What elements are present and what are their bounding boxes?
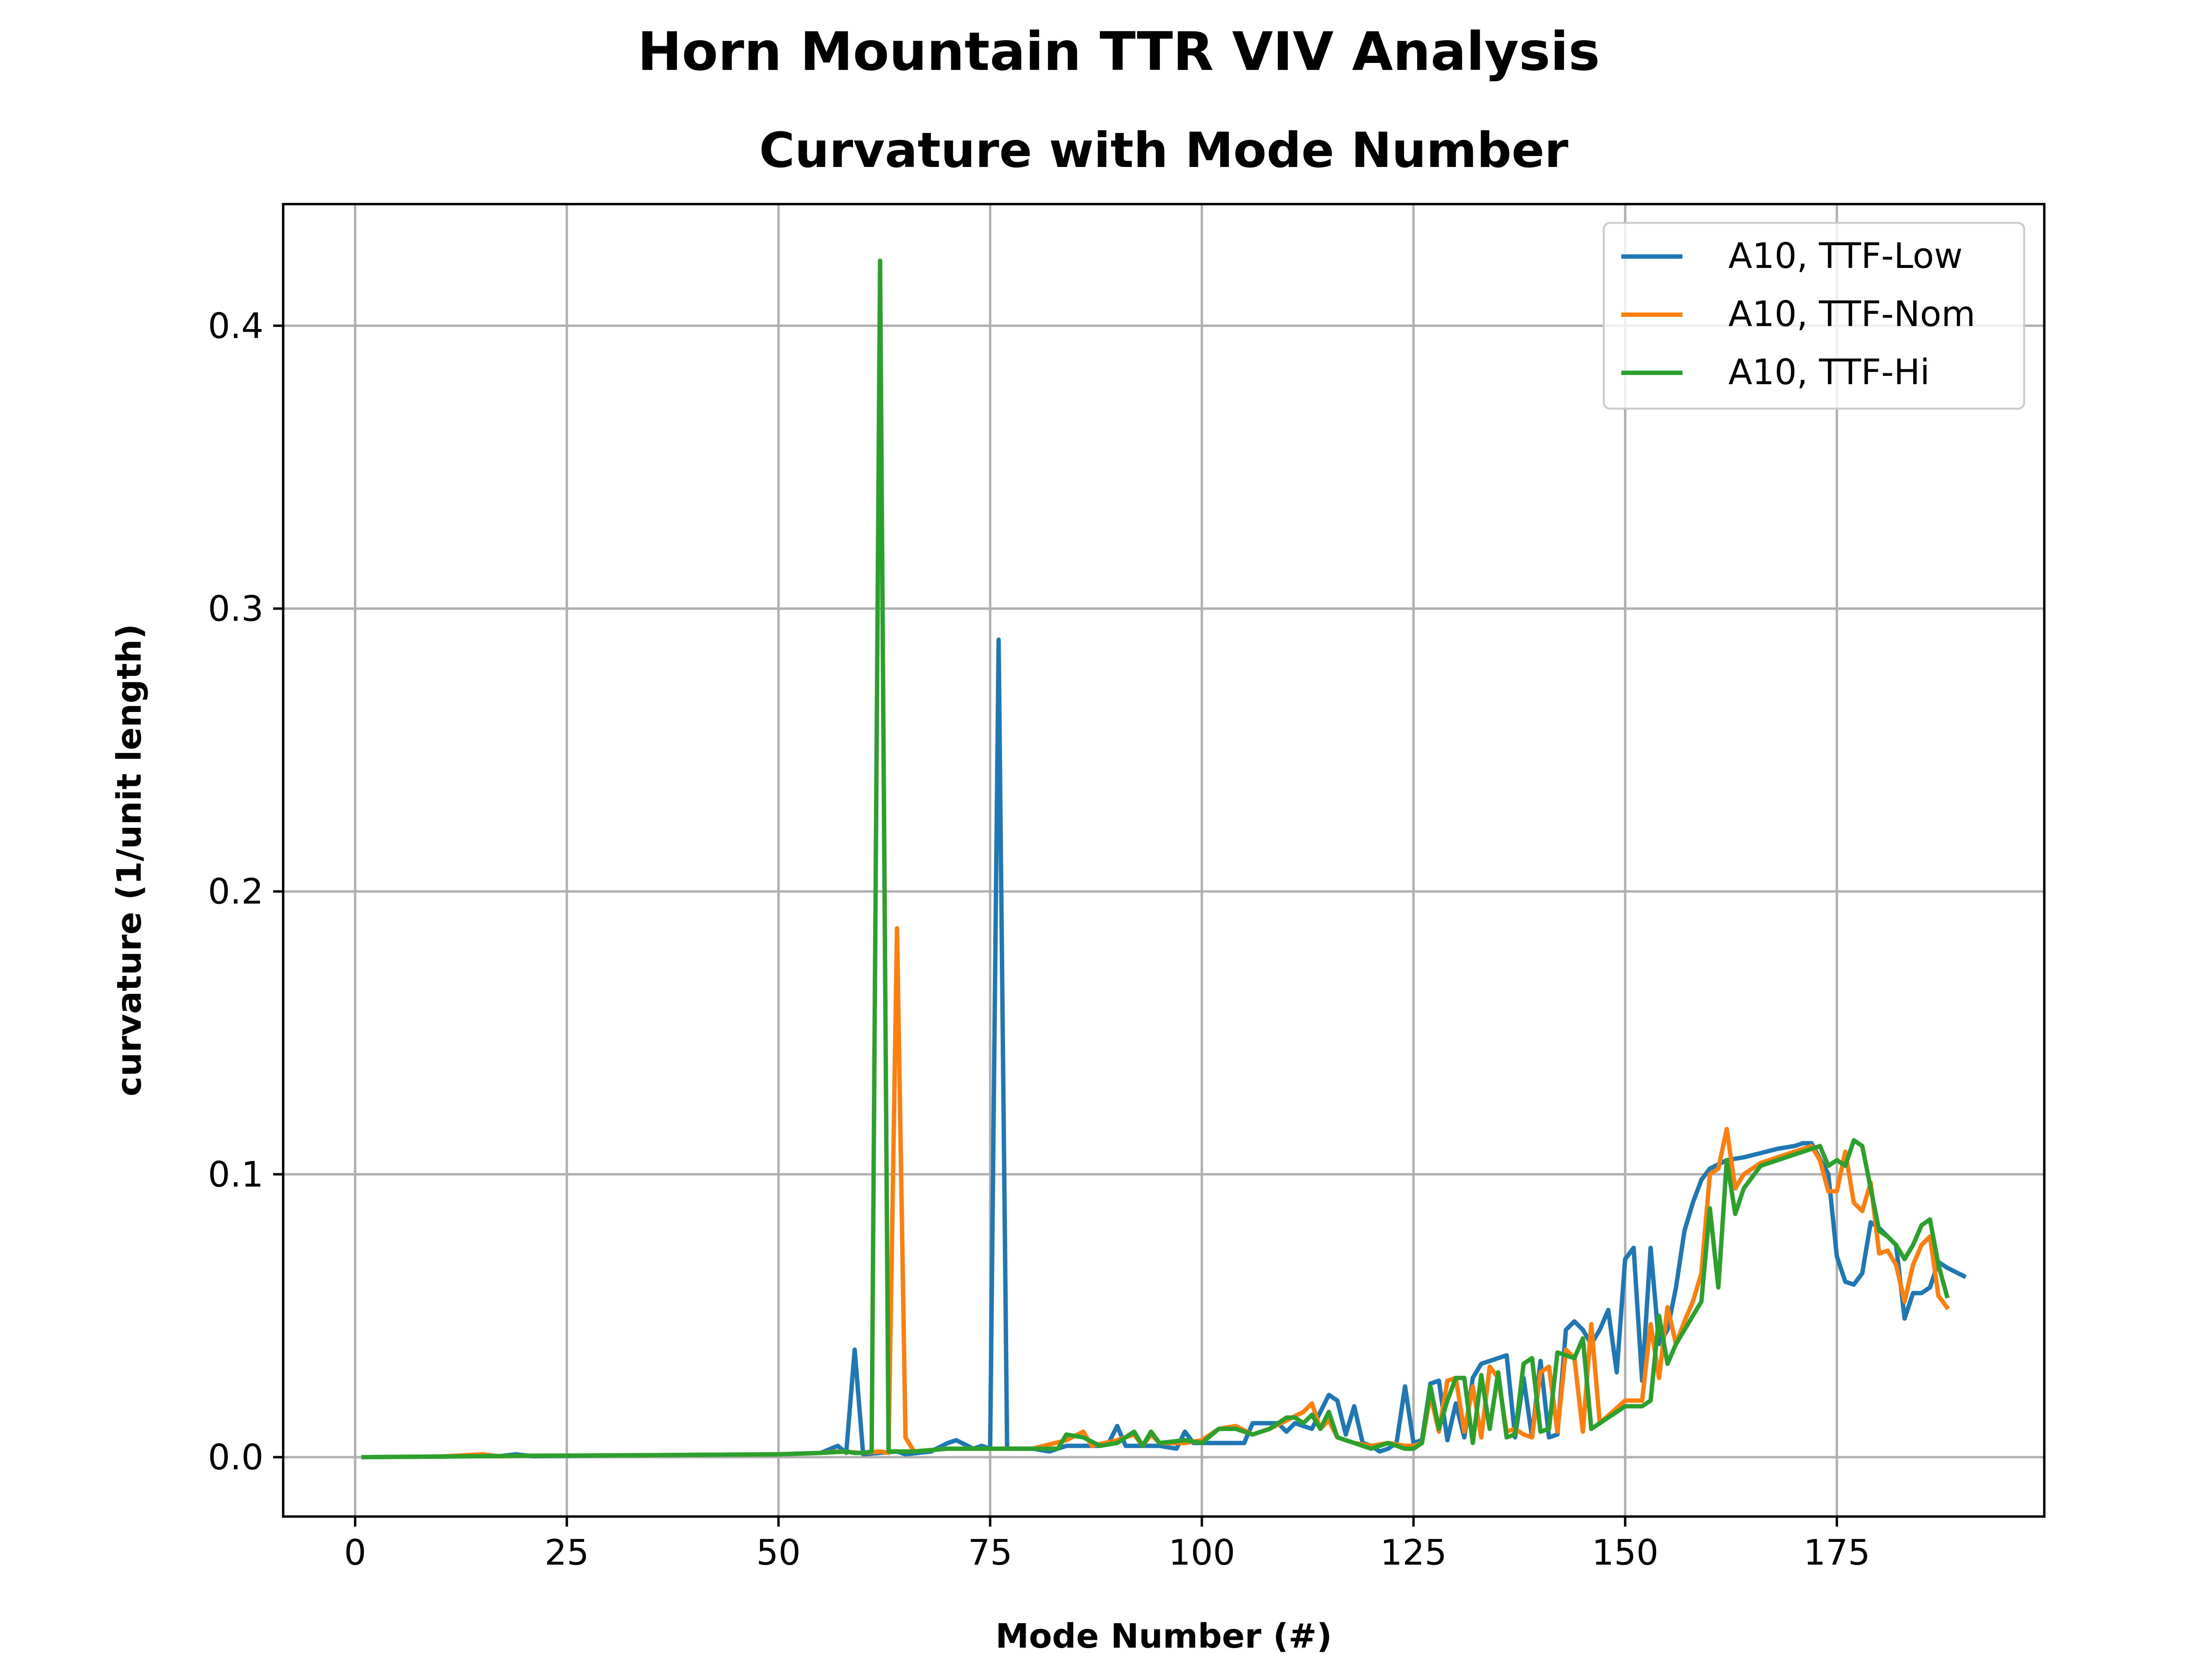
legend-box	[1602, 222, 2025, 410]
x-axis-label: Mode Number (#)	[995, 1617, 1332, 1656]
y-tick-label: 0.3	[208, 588, 264, 629]
x-tick-label: 175	[1803, 1532, 1870, 1573]
legend-label-low: A10, TTF-Low	[1728, 236, 1963, 276]
x-tick-label: 75	[968, 1532, 1013, 1573]
series-line-2	[361, 258, 1950, 1460]
legend-label-nom: A10, TTF-Nom	[1728, 294, 1975, 334]
legend: A10, TTF-Low A10, TTF-Nom A10, TTF-Hi	[1602, 222, 2025, 410]
series-lines	[361, 258, 1967, 1460]
plot-area-frame	[282, 203, 2046, 1518]
x-tick-label: 50	[756, 1532, 801, 1573]
x-tick-label: 25	[545, 1532, 589, 1573]
y-axis-label: curvature (1/unit length)	[110, 624, 149, 1096]
legend-label-hi: A10, TTF-Hi	[1728, 352, 1930, 392]
y-tick-label: 0.2	[208, 871, 264, 912]
y-tick-label: 0.0	[208, 1437, 264, 1478]
y-tick-label: 0.4	[208, 305, 264, 346]
figure-suptitle: Horn Mountain TTR VIV Analysis	[638, 21, 1600, 83]
y-tick-label: 0.1	[208, 1154, 264, 1195]
x-tick-label: 150	[1592, 1532, 1659, 1573]
chart-title: Curvature with Mode Number	[759, 122, 1568, 179]
x-tick-label: 100	[1169, 1532, 1235, 1573]
x-tick-label: 0	[344, 1532, 366, 1573]
axis-ticks: 0 25 50 75 100 125 150 175 0.0 0.1 0.2 0.3 0.4	[208, 305, 1870, 1573]
x-tick-label: 125	[1380, 1532, 1447, 1573]
